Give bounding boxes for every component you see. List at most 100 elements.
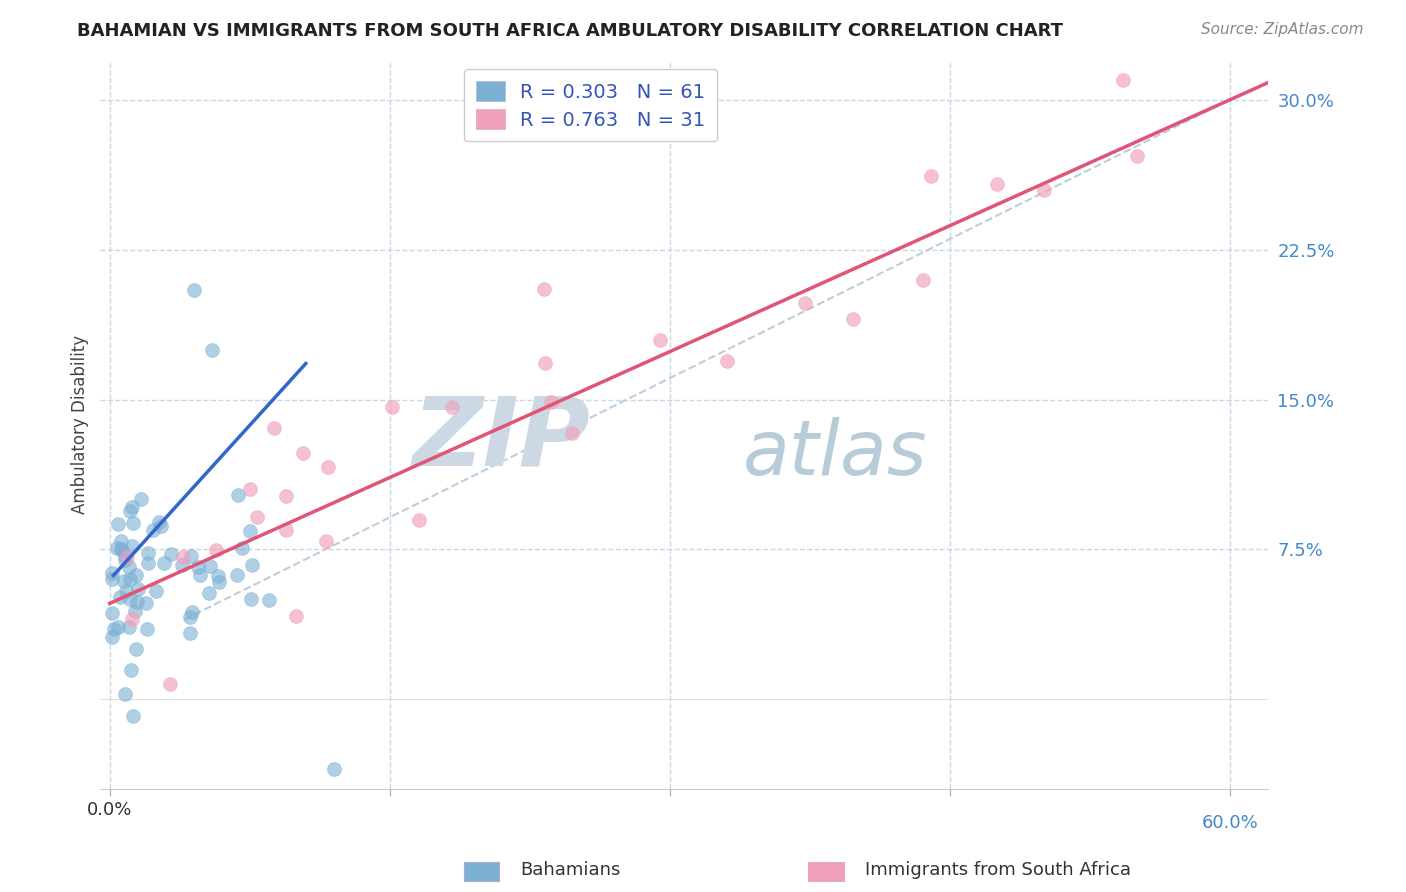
Point bbox=[107, 620, 129, 634]
Y-axis label: Ambulatory Disability: Ambulatory Disability bbox=[72, 334, 89, 514]
Point bbox=[114, 549, 136, 563]
Point bbox=[408, 513, 430, 527]
Point bbox=[240, 592, 263, 607]
Point bbox=[257, 593, 280, 607]
Point bbox=[172, 549, 194, 564]
Point bbox=[316, 460, 339, 475]
Point bbox=[103, 622, 125, 636]
Point bbox=[912, 273, 935, 287]
Point bbox=[129, 491, 152, 506]
Point bbox=[153, 556, 176, 570]
Point bbox=[114, 553, 136, 567]
Point bbox=[231, 541, 253, 555]
Point bbox=[200, 559, 222, 574]
Text: Source: ZipAtlas.com: Source: ZipAtlas.com bbox=[1201, 22, 1364, 37]
Point bbox=[239, 482, 262, 496]
Point bbox=[315, 533, 337, 548]
Point bbox=[187, 560, 209, 574]
Point bbox=[145, 583, 167, 598]
Point bbox=[120, 663, 142, 677]
Point bbox=[101, 566, 124, 580]
Point bbox=[101, 572, 124, 586]
Legend: R = 0.303   N = 61, R = 0.763   N = 31: R = 0.303 N = 61, R = 0.763 N = 31 bbox=[464, 70, 717, 142]
Point bbox=[136, 556, 159, 570]
Point bbox=[183, 283, 205, 297]
Point bbox=[118, 572, 141, 586]
Point bbox=[179, 626, 201, 640]
Point bbox=[180, 549, 202, 563]
Point bbox=[110, 542, 132, 557]
Point bbox=[188, 568, 211, 582]
Point bbox=[274, 523, 297, 537]
Point bbox=[111, 542, 134, 557]
Point bbox=[124, 604, 146, 618]
Point bbox=[135, 596, 157, 610]
Text: ZIP: ZIP bbox=[413, 392, 591, 485]
Point bbox=[239, 524, 262, 538]
Point bbox=[107, 516, 129, 531]
Point bbox=[274, 489, 297, 503]
Point bbox=[127, 582, 149, 596]
Point bbox=[540, 394, 562, 409]
Point bbox=[986, 177, 1008, 191]
Text: Bahamians: Bahamians bbox=[520, 861, 620, 879]
Point bbox=[842, 311, 865, 326]
Point bbox=[920, 169, 942, 183]
Point bbox=[170, 558, 193, 572]
Point bbox=[122, 708, 145, 723]
Text: BAHAMIAN VS IMMIGRANTS FROM SOUTH AFRICA AMBULATORY DISABILITY CORRELATION CHART: BAHAMIAN VS IMMIGRANTS FROM SOUTH AFRICA… bbox=[77, 22, 1063, 40]
Point bbox=[136, 546, 159, 560]
Point bbox=[121, 500, 143, 514]
Text: atlas: atlas bbox=[742, 417, 927, 491]
Point bbox=[793, 295, 815, 310]
Point bbox=[118, 620, 141, 634]
Point bbox=[121, 612, 143, 626]
Point bbox=[149, 519, 172, 533]
Point bbox=[110, 534, 132, 549]
Point bbox=[118, 504, 141, 518]
Point bbox=[716, 353, 738, 368]
Point bbox=[1032, 183, 1054, 197]
Point bbox=[100, 606, 122, 620]
Point bbox=[125, 642, 148, 657]
Point bbox=[263, 421, 285, 435]
Point bbox=[226, 568, 249, 582]
Point bbox=[160, 547, 183, 561]
Point bbox=[122, 516, 145, 530]
Point bbox=[205, 543, 228, 558]
Point bbox=[181, 605, 204, 619]
Point bbox=[533, 283, 555, 297]
Point bbox=[114, 583, 136, 598]
Point bbox=[118, 560, 141, 574]
Point bbox=[120, 591, 142, 606]
Point bbox=[105, 541, 128, 555]
Point bbox=[115, 550, 138, 565]
Point bbox=[101, 630, 124, 644]
Point bbox=[208, 575, 231, 590]
Point bbox=[135, 622, 157, 636]
Point bbox=[125, 594, 148, 608]
Point bbox=[159, 676, 181, 690]
Point bbox=[108, 591, 131, 605]
Point bbox=[292, 446, 315, 460]
Point bbox=[285, 608, 308, 623]
Point bbox=[125, 568, 148, 582]
Point bbox=[648, 333, 671, 347]
Point bbox=[381, 400, 404, 414]
Point bbox=[112, 574, 135, 588]
Point bbox=[148, 515, 170, 529]
Point bbox=[1112, 72, 1135, 87]
Point bbox=[240, 558, 263, 572]
Point bbox=[533, 356, 555, 370]
Point bbox=[121, 540, 143, 554]
Point bbox=[246, 510, 269, 524]
Point bbox=[1126, 148, 1149, 162]
Point bbox=[561, 426, 583, 441]
Point bbox=[142, 523, 165, 537]
Point bbox=[322, 763, 344, 777]
Point bbox=[198, 586, 221, 600]
Point bbox=[114, 687, 136, 701]
Text: Immigrants from South Africa: Immigrants from South Africa bbox=[865, 861, 1130, 879]
Point bbox=[179, 610, 201, 624]
Point bbox=[207, 569, 229, 583]
